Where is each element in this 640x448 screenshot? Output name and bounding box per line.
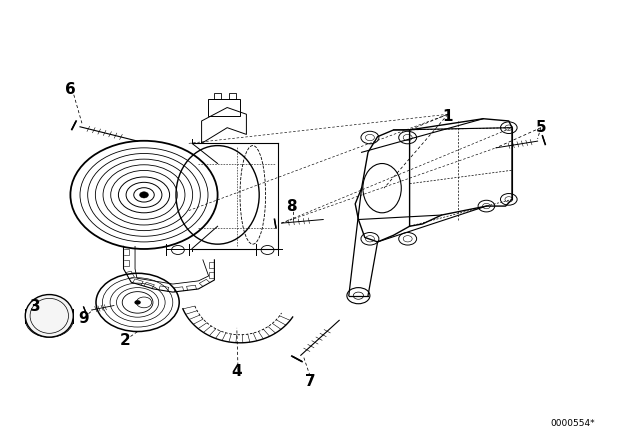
Text: 6: 6 [65, 82, 76, 97]
Text: 3: 3 [30, 299, 40, 314]
Text: 7: 7 [305, 374, 316, 389]
Text: 0000554*: 0000554* [550, 419, 595, 428]
Text: 5: 5 [536, 120, 546, 135]
Bar [208, 99, 240, 116]
Ellipse shape [26, 295, 73, 337]
Text: 8: 8 [286, 198, 296, 214]
Circle shape [140, 192, 148, 198]
Circle shape [134, 300, 141, 305]
Bar [229, 93, 236, 99]
Bar [214, 93, 221, 99]
Text: 2: 2 [120, 333, 130, 348]
Text: 4: 4 [232, 364, 242, 379]
Text: 1: 1 [443, 109, 453, 124]
Text: 9: 9 [78, 310, 88, 326]
